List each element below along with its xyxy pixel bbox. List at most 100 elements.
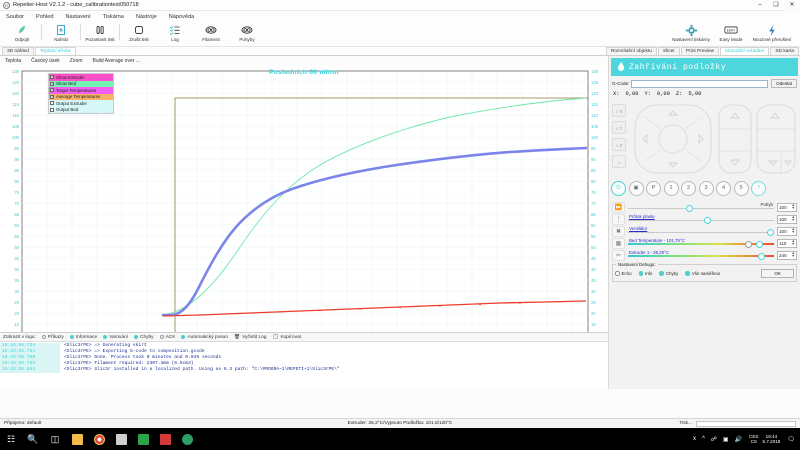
slider-track-extruder-temperature[interactable]: Extruder 1 - 35,20°C bbox=[628, 250, 774, 261]
close-button[interactable]: ✕ bbox=[784, 0, 800, 11]
z-jog-pad[interactable] bbox=[717, 103, 753, 175]
slider-track-speed[interactable]: Pohyb bbox=[628, 202, 774, 213]
toolbar-button-load[interactable]: Nahrát bbox=[43, 22, 79, 42]
usb-icon[interactable]: ☍ bbox=[710, 436, 717, 443]
legend-item-show-extruder[interactable]: ✓ Show Extruder bbox=[49, 74, 113, 81]
temperature-chart[interactable]: 130 125 120 115 110 105 100 95 90 85 80 75 70 65 6… bbox=[0, 65, 608, 373]
toolbar-button-emergency-stop[interactable]: Nouzové přerušení bbox=[748, 22, 796, 42]
log-lines[interactable]: 18:43:55.724 <Slic3rPE> => Generating sk… bbox=[0, 342, 608, 373]
toolbar-button-log[interactable]: Log bbox=[157, 22, 193, 42]
log-filter-commands[interactable]: Příkazy bbox=[41, 335, 64, 340]
notification-icon[interactable]: 🗨 bbox=[787, 436, 795, 443]
log-filter-ack[interactable]: ACK bbox=[159, 335, 175, 340]
chart-menu-build-average[interactable]: Build Average over ... bbox=[92, 57, 140, 64]
legend-item-average-temperatures[interactable]: ✓ Average Temperatures bbox=[49, 93, 113, 100]
home-all-icon[interactable]: ⌂ bbox=[612, 155, 626, 168]
search-icon[interactable]: 🔍 bbox=[27, 433, 39, 444]
legend-item-output-extruder[interactable]: Output Extruder bbox=[49, 100, 113, 107]
chart-menu-zoom[interactable]: Zoom bbox=[69, 57, 83, 64]
task-view-icon[interactable]: ◫ bbox=[50, 433, 60, 444]
toolbar-button-stop[interactable]: Zrušit tisk bbox=[121, 22, 157, 42]
repetier-icon[interactable] bbox=[176, 428, 198, 450]
slider-value-flow[interactable]: 100 ▲ ▼ bbox=[777, 214, 797, 224]
debug-option-info[interactable]: Info bbox=[638, 271, 652, 276]
maximize-button[interactable]: ❑ bbox=[773, 1, 779, 8]
legend-checkbox-output-bed[interactable] bbox=[50, 107, 54, 112]
radio-icon[interactable] bbox=[103, 335, 108, 339]
legend-checkbox-show-bed[interactable]: ✓ bbox=[50, 81, 55, 86]
slider-track-fan[interactable]: Ventilátor bbox=[628, 226, 774, 237]
macro-button-1[interactable]: 1 bbox=[663, 181, 679, 196]
log-filter-info[interactable]: Informace bbox=[69, 335, 97, 340]
volume-icon[interactable]: 🔊 bbox=[734, 436, 743, 443]
spinner-arrows-icon[interactable]: ▲ ▼ bbox=[791, 202, 795, 210]
toolbar-button-disconnect[interactable]: Odpojit bbox=[4, 22, 40, 42]
home-y-icon[interactable]: ⌂ Y bbox=[612, 121, 626, 134]
slider-track-flow[interactable]: Průtok plastu bbox=[628, 214, 774, 225]
slider-value-extruder-temperature[interactable]: 245 ▲ ▼ bbox=[777, 250, 797, 260]
slider-knob-bed-current[interactable] bbox=[744, 241, 752, 248]
gcode-send-button[interactable]: Odeslat bbox=[771, 79, 797, 88]
toolbar-button-filament[interactable]: Filament bbox=[193, 22, 229, 42]
windows-start-icon[interactable]: ☷ bbox=[6, 433, 16, 444]
radio-icon[interactable] bbox=[41, 335, 46, 339]
slider-track-bed-temperature[interactable]: Bed Temperature - 101,75°C bbox=[628, 238, 774, 249]
taskbar-clock[interactable]: 18:44 5.7.2018 bbox=[762, 433, 781, 445]
keyboard-language[interactable]: CES CS bbox=[749, 434, 759, 444]
menu-item-nastaveni[interactable]: Nastavení bbox=[65, 13, 91, 20]
slider-value-bed-temperature[interactable]: 110 ▲ ▼ bbox=[777, 238, 797, 248]
slider-value-fan[interactable]: 100 ▲ ▼ bbox=[777, 226, 797, 236]
excel-icon[interactable] bbox=[132, 428, 154, 450]
slider-knob-speed[interactable] bbox=[686, 205, 694, 212]
legend-checkbox-output-extruder[interactable] bbox=[50, 101, 54, 106]
home-x-icon[interactable]: ⌂ X bbox=[612, 104, 626, 117]
home-z-icon[interactable]: ⌂ Z bbox=[612, 138, 626, 151]
slider-knob-flow[interactable] bbox=[703, 217, 711, 224]
macro-button-2[interactable]: 2 bbox=[681, 181, 696, 196]
toolbar-button-printer-settings[interactable]: Nastavení tiskárny bbox=[668, 22, 714, 42]
slider-knob-extruder-target[interactable] bbox=[757, 253, 765, 260]
macro-button-5[interactable]: 5 bbox=[733, 181, 749, 196]
spinner-arrows-icon[interactable]: ▲ ▼ bbox=[791, 214, 795, 222]
log-clear-button[interactable]: 🗑 Vyčistit Log bbox=[234, 334, 267, 340]
toolbar-button-easy-mode[interactable]: EASY Easy Mode bbox=[714, 22, 748, 42]
menu-item-tiskarna[interactable]: Tiskárna bbox=[102, 13, 124, 20]
spinner-arrows-icon[interactable]: ▲ ▼ bbox=[791, 238, 795, 246]
pdf-icon[interactable] bbox=[154, 428, 176, 450]
file-explorer-icon[interactable] bbox=[66, 428, 88, 450]
slider-value-speed[interactable]: 100 ▲ ▼ bbox=[777, 202, 797, 212]
toolbar-button-movement[interactable]: Pohyby bbox=[229, 22, 265, 42]
chrome-icon[interactable] bbox=[88, 428, 110, 450]
legend-item-target-temperatures[interactable]: ✓ Target Temperatures bbox=[49, 87, 113, 94]
log-copy-button[interactable]: 📋 Kopírovat bbox=[272, 334, 301, 340]
tab-3d-preview[interactable]: 3D náhled bbox=[2, 47, 34, 55]
minimize-button[interactable]: – bbox=[758, 1, 762, 8]
debug-option-dry-run[interactable]: Vše naměřeno bbox=[685, 271, 720, 276]
menu-item-napoveda[interactable]: Nápověda bbox=[168, 13, 195, 20]
debug-ok-button[interactable]: OK bbox=[761, 269, 794, 278]
toolbar-button-pause[interactable]: Pozastavit tisk bbox=[82, 22, 118, 42]
tab-slicer[interactable]: Slicer bbox=[657, 47, 680, 55]
debug-option-echo[interactable]: Echo bbox=[615, 271, 632, 276]
radio-icon[interactable] bbox=[685, 271, 690, 276]
legend-item-output-bed[interactable]: Output Bed bbox=[49, 107, 113, 114]
menu-item-soubor[interactable]: Soubor bbox=[6, 13, 25, 20]
spinner-arrows-icon[interactable]: ▲ ▼ bbox=[791, 226, 795, 234]
radio-icon[interactable] bbox=[659, 271, 664, 276]
tab-temperature-curve[interactable]: Teplotní křivka bbox=[34, 47, 76, 55]
spinner-arrows-icon[interactable]: ▲ ▼ bbox=[791, 250, 795, 258]
tab-sd-card[interactable]: SD karta bbox=[770, 47, 799, 55]
debug-option-errors[interactable]: Chyby bbox=[659, 271, 678, 276]
stop-motor-icon[interactable]: ▣ bbox=[628, 181, 644, 196]
radio-icon[interactable] bbox=[69, 335, 74, 339]
tab-manual-control[interactable]: Manuální ovládání bbox=[720, 47, 770, 55]
chart-menu-time-range[interactable]: Časový úsek bbox=[31, 57, 60, 64]
legend-checkbox-average-temperatures[interactable]: ✓ bbox=[50, 94, 55, 99]
macro-button-p[interactable]: P bbox=[646, 181, 661, 196]
bluetooth-icon[interactable]: x bbox=[692, 436, 696, 442]
log-filter-errors[interactable]: Chyby bbox=[133, 335, 154, 340]
menu-item-pohled[interactable]: Pohled bbox=[36, 13, 54, 20]
chevron-up-icon[interactable]: ^ bbox=[701, 436, 705, 442]
macro-button-4[interactable]: 4 bbox=[716, 181, 731, 196]
legend-checkbox-show-extruder[interactable]: ✓ bbox=[50, 75, 55, 80]
